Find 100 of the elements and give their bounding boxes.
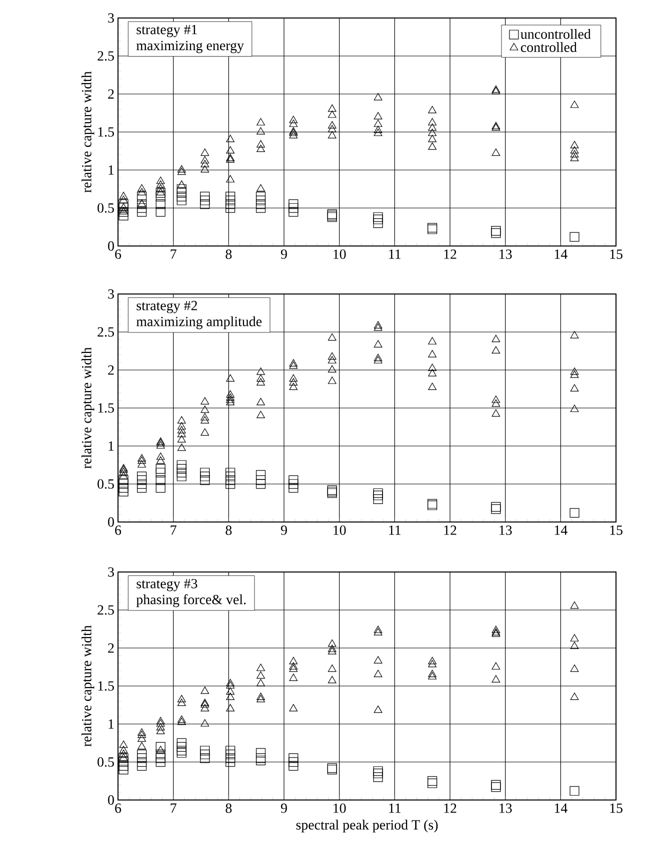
point — [200, 753, 210, 763]
point — [256, 753, 266, 763]
point — [137, 753, 147, 763]
y-tick-label: 2 — [108, 643, 114, 653]
point — [428, 776, 438, 786]
point — [256, 203, 266, 213]
y-tick-label: 0 — [108, 241, 114, 251]
point — [118, 764, 128, 774]
point — [200, 468, 210, 478]
point — [156, 475, 166, 485]
x-tick-label: 7 — [170, 526, 176, 535]
point — [156, 742, 166, 752]
legend-label: controlled — [520, 42, 577, 52]
point — [137, 750, 147, 760]
x-tick-label: 15 — [610, 526, 622, 535]
point — [138, 184, 146, 192]
x-tick-label: 9 — [280, 250, 287, 259]
point — [137, 483, 147, 493]
point — [156, 207, 166, 217]
x-tick-label: 10 — [334, 250, 346, 259]
point — [373, 218, 383, 228]
point — [137, 203, 147, 213]
y-tick-label: 0 — [108, 795, 114, 805]
point — [570, 154, 579, 162]
point — [226, 475, 236, 485]
point — [226, 192, 236, 202]
point — [256, 118, 265, 126]
point — [256, 192, 266, 202]
x-tick-label: 15 — [610, 804, 622, 813]
point — [176, 188, 186, 198]
point — [200, 196, 210, 206]
point — [156, 199, 166, 209]
point — [137, 757, 147, 767]
point — [288, 199, 298, 209]
x-tick-label: 12 — [444, 804, 456, 813]
x-tick-label: 13 — [500, 250, 512, 259]
point — [373, 212, 383, 222]
point — [200, 160, 210, 168]
y-tick-label: 3 — [108, 13, 114, 23]
point — [256, 748, 266, 758]
point — [373, 214, 383, 224]
x-tick-label: 6 — [115, 250, 122, 259]
point — [289, 116, 298, 124]
point — [156, 464, 166, 474]
y-tick-label: 1.5 — [98, 127, 114, 137]
point — [119, 207, 128, 214]
point — [200, 472, 210, 482]
point — [118, 199, 128, 209]
point — [177, 180, 186, 188]
point — [288, 483, 298, 493]
chart-title: strategy #1 — [136, 24, 197, 38]
point — [374, 120, 382, 127]
point — [137, 761, 147, 771]
point — [226, 196, 236, 206]
point — [492, 148, 500, 156]
point — [570, 150, 579, 158]
point — [119, 196, 128, 203]
y-tick-label: 1.5 — [98, 681, 114, 691]
y-tick-label: 1.5 — [98, 403, 114, 413]
x-tick-label: 15 — [610, 250, 622, 259]
point — [328, 124, 336, 132]
point — [226, 479, 236, 489]
x-tick-label: 8 — [226, 526, 232, 535]
point — [200, 199, 210, 209]
point — [137, 207, 147, 217]
point — [373, 490, 383, 500]
point — [176, 464, 186, 474]
point — [428, 106, 436, 114]
point — [176, 742, 186, 752]
point — [328, 110, 336, 118]
point — [137, 192, 147, 202]
point — [200, 165, 210, 173]
point — [137, 479, 147, 489]
point — [176, 192, 186, 202]
point — [200, 750, 210, 760]
x-tick-label: 10 — [334, 804, 346, 813]
point — [256, 144, 265, 152]
point — [176, 746, 186, 756]
x-tick-label: 12 — [444, 250, 456, 259]
legend-label: uncontrolled — [520, 29, 591, 39]
point — [256, 127, 265, 135]
point — [118, 483, 128, 493]
point — [177, 167, 186, 175]
y-tick-label: 0.5 — [98, 479, 114, 489]
point — [428, 778, 438, 788]
point — [373, 768, 383, 778]
x-tick-label: 11 — [389, 250, 401, 259]
y-tick-label: 0.5 — [98, 757, 114, 767]
point — [156, 176, 165, 184]
chart-title: strategy #2 — [136, 300, 197, 314]
y-tick-label: 2 — [108, 89, 114, 99]
x-tick-label: 13 — [500, 804, 512, 813]
x-tick-label: 14 — [554, 804, 568, 813]
point — [328, 121, 336, 128]
x-axis-title: spectral peak period T (s) — [296, 820, 438, 832]
point — [226, 199, 236, 209]
x-tick-label: 6 — [115, 526, 122, 535]
point — [374, 93, 382, 100]
point — [428, 142, 436, 150]
point — [137, 475, 147, 485]
